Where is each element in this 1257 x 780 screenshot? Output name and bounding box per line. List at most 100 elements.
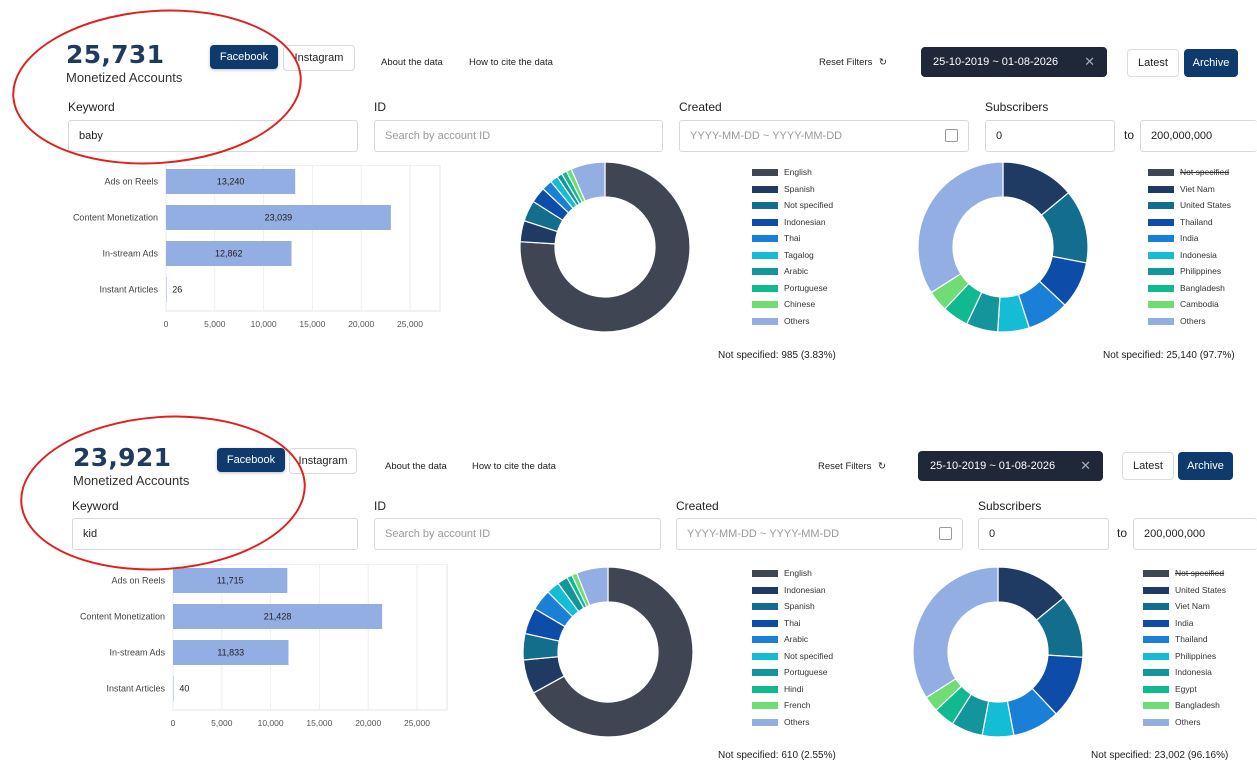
legend-swatch	[1143, 718, 1169, 726]
red-annotation-circle	[14, 406, 312, 580]
subscribers-min-input[interactable]: 0	[978, 518, 1109, 550]
legend-item[interactable]: English	[752, 568, 812, 578]
legend-swatch	[1143, 636, 1169, 644]
refresh-icon: ↻	[878, 57, 887, 68]
category-label: In-stream Ads	[102, 249, 158, 259]
legend-item[interactable]: Portuguese	[752, 283, 827, 293]
close-icon[interactable]: ✕	[1084, 54, 1095, 69]
legend-swatch	[752, 603, 778, 611]
legend-item[interactable]: Cambodia	[1148, 299, 1219, 309]
legend-item[interactable]: Thai	[752, 233, 801, 243]
legend-item[interactable]: English	[752, 167, 812, 177]
cite-data-link[interactable]: How to cite the data	[469, 57, 553, 68]
legend-item[interactable]: India	[1148, 233, 1198, 243]
id-search-input[interactable]: Search by account ID	[374, 120, 663, 152]
x-tick-label: 0	[164, 319, 169, 329]
legend-item[interactable]: Others	[752, 316, 810, 326]
x-tick-label: 0	[171, 718, 176, 728]
legend-label: Others	[784, 716, 810, 727]
date-range-picker[interactable]: 25-10-2019 ~ 01-08-2026 ✕	[921, 47, 1107, 77]
instagram-tab[interactable]: Instagram	[289, 448, 357, 474]
created-date-placeholder: YYYY-MM-DD ~ YYYY-MM-DD	[687, 528, 840, 540]
archive-button[interactable]: Archive	[1184, 49, 1238, 77]
reset-filters-button[interactable]: Reset Filters ↻	[819, 57, 887, 68]
legend-item[interactable]: Arabic	[752, 266, 808, 276]
legend-item[interactable]: Others	[1148, 316, 1206, 326]
legend-item[interactable]: Not specified	[1148, 167, 1229, 177]
keyword-input[interactable]: kid	[72, 518, 358, 550]
legend-item[interactable]: Chinese	[752, 299, 815, 309]
legend-swatch	[1143, 685, 1169, 693]
legend-item[interactable]: Portuguese	[752, 667, 827, 677]
facebook-tab[interactable]: Facebook	[210, 45, 278, 69]
id-search-input[interactable]: Search by account ID	[374, 518, 661, 550]
keyword-label: Keyword	[68, 100, 115, 114]
refresh-icon: ↻	[877, 461, 886, 472]
legend-label: Not specified	[1180, 167, 1230, 177]
about-data-link[interactable]: About the data	[381, 57, 443, 68]
legend-item[interactable]: Viet Nam	[1143, 601, 1210, 611]
legend-item[interactable]: Not specified	[1143, 568, 1224, 578]
legend-item[interactable]: Indonesian	[752, 585, 826, 595]
legend-label: French	[784, 700, 811, 710]
legend-label: Philippines	[1175, 650, 1217, 661]
legend-item[interactable]: Philippines	[1148, 266, 1221, 276]
legend-swatch	[1148, 218, 1174, 226]
subscribers-max-input[interactable]: 200,000,000	[1133, 518, 1257, 550]
legend-item[interactable]: Tagalog	[752, 250, 814, 260]
x-tick-label: 10,000	[258, 718, 284, 728]
legend-item[interactable]: Others	[1143, 717, 1201, 727]
keyword-input[interactable]: baby	[68, 120, 358, 152]
legend-item[interactable]: Others	[752, 717, 810, 727]
about-data-link[interactable]: About the data	[385, 461, 447, 472]
legend-item[interactable]: Bangladesh	[1148, 283, 1225, 293]
legend-label: Bangladesh	[1180, 282, 1225, 293]
legend-item[interactable]: Not specified	[752, 651, 833, 661]
donut-slice	[570, 161, 606, 202]
legend-item[interactable]: United States	[1148, 200, 1231, 210]
created-date-input[interactable]: YYYY-MM-DD ~ YYYY-MM-DD	[676, 518, 963, 550]
category-label: Content Monetization	[80, 612, 165, 622]
legend-item[interactable]: Philippines	[1143, 651, 1216, 661]
subscribers-min-input[interactable]: 0	[985, 120, 1115, 152]
legend-item[interactable]: Spanish	[752, 601, 815, 611]
legend-item[interactable]: United States	[1143, 585, 1226, 595]
legend-label: Not specified	[1175, 568, 1225, 578]
legend-item[interactable]: Thai	[752, 618, 801, 628]
legend-swatch	[752, 284, 778, 292]
legend-swatch	[1143, 669, 1169, 677]
legend-swatch	[752, 685, 778, 693]
legend-item[interactable]: Not specified	[752, 200, 833, 210]
legend-swatch	[752, 202, 778, 210]
latest-button[interactable]: Latest	[1122, 452, 1174, 480]
legend-item[interactable]: Arabic	[752, 634, 808, 644]
legend-item[interactable]: French	[752, 700, 810, 710]
legend-item[interactable]: Hindi	[752, 684, 803, 694]
date-range-picker[interactable]: 25-10-2019 ~ 01-08-2026 ✕	[918, 451, 1103, 481]
country-not-specified: Not specified: 25,140 (97.7%)	[1103, 350, 1235, 361]
language-not-specified: Not specified: 610 (2.55%)	[718, 750, 836, 761]
legend-swatch	[1143, 619, 1169, 627]
legend-item[interactable]: India	[1143, 618, 1193, 628]
close-icon[interactable]: ✕	[1080, 458, 1091, 473]
legend-swatch	[1148, 251, 1174, 259]
instagram-tab[interactable]: Instagram	[283, 45, 355, 71]
language-legend: English Indonesian Spanish Thai Arabic Not sp…	[752, 568, 882, 733]
legend-item[interactable]: Thailand	[1143, 634, 1208, 644]
reset-filters-button[interactable]: Reset Filters ↻	[818, 461, 886, 472]
legend-item[interactable]: Spanish	[752, 184, 815, 194]
archive-button[interactable]: Archive	[1178, 452, 1233, 480]
legend-item[interactable]: Indonesia	[1143, 667, 1212, 677]
subscribers-max-input[interactable]: 200,000,000	[1140, 120, 1257, 152]
legend-item[interactable]: Bangladesh	[1143, 700, 1220, 710]
legend-item[interactable]: Viet Nam	[1148, 184, 1215, 194]
legend-item[interactable]: Thailand	[1148, 217, 1213, 227]
created-date-input[interactable]: YYYY-MM-DD ~ YYYY-MM-DD	[679, 120, 969, 152]
cite-data-link[interactable]: How to cite the data	[472, 461, 556, 472]
facebook-tab[interactable]: Facebook	[217, 448, 285, 472]
calendar-icon	[939, 527, 952, 540]
legend-item[interactable]: Indonesian	[752, 217, 826, 227]
legend-item[interactable]: Egypt	[1143, 684, 1197, 694]
legend-item[interactable]: Indonesia	[1148, 250, 1217, 260]
latest-button[interactable]: Latest	[1127, 49, 1179, 77]
